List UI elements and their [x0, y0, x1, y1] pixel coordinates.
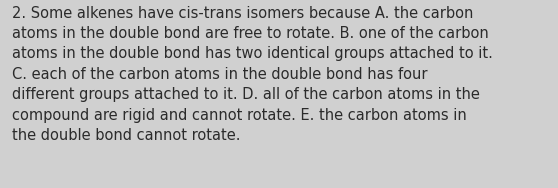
Text: 2. Some alkenes have cis-trans isomers because A. the carbon
atoms in the double: 2. Some alkenes have cis-trans isomers b… — [12, 6, 493, 143]
